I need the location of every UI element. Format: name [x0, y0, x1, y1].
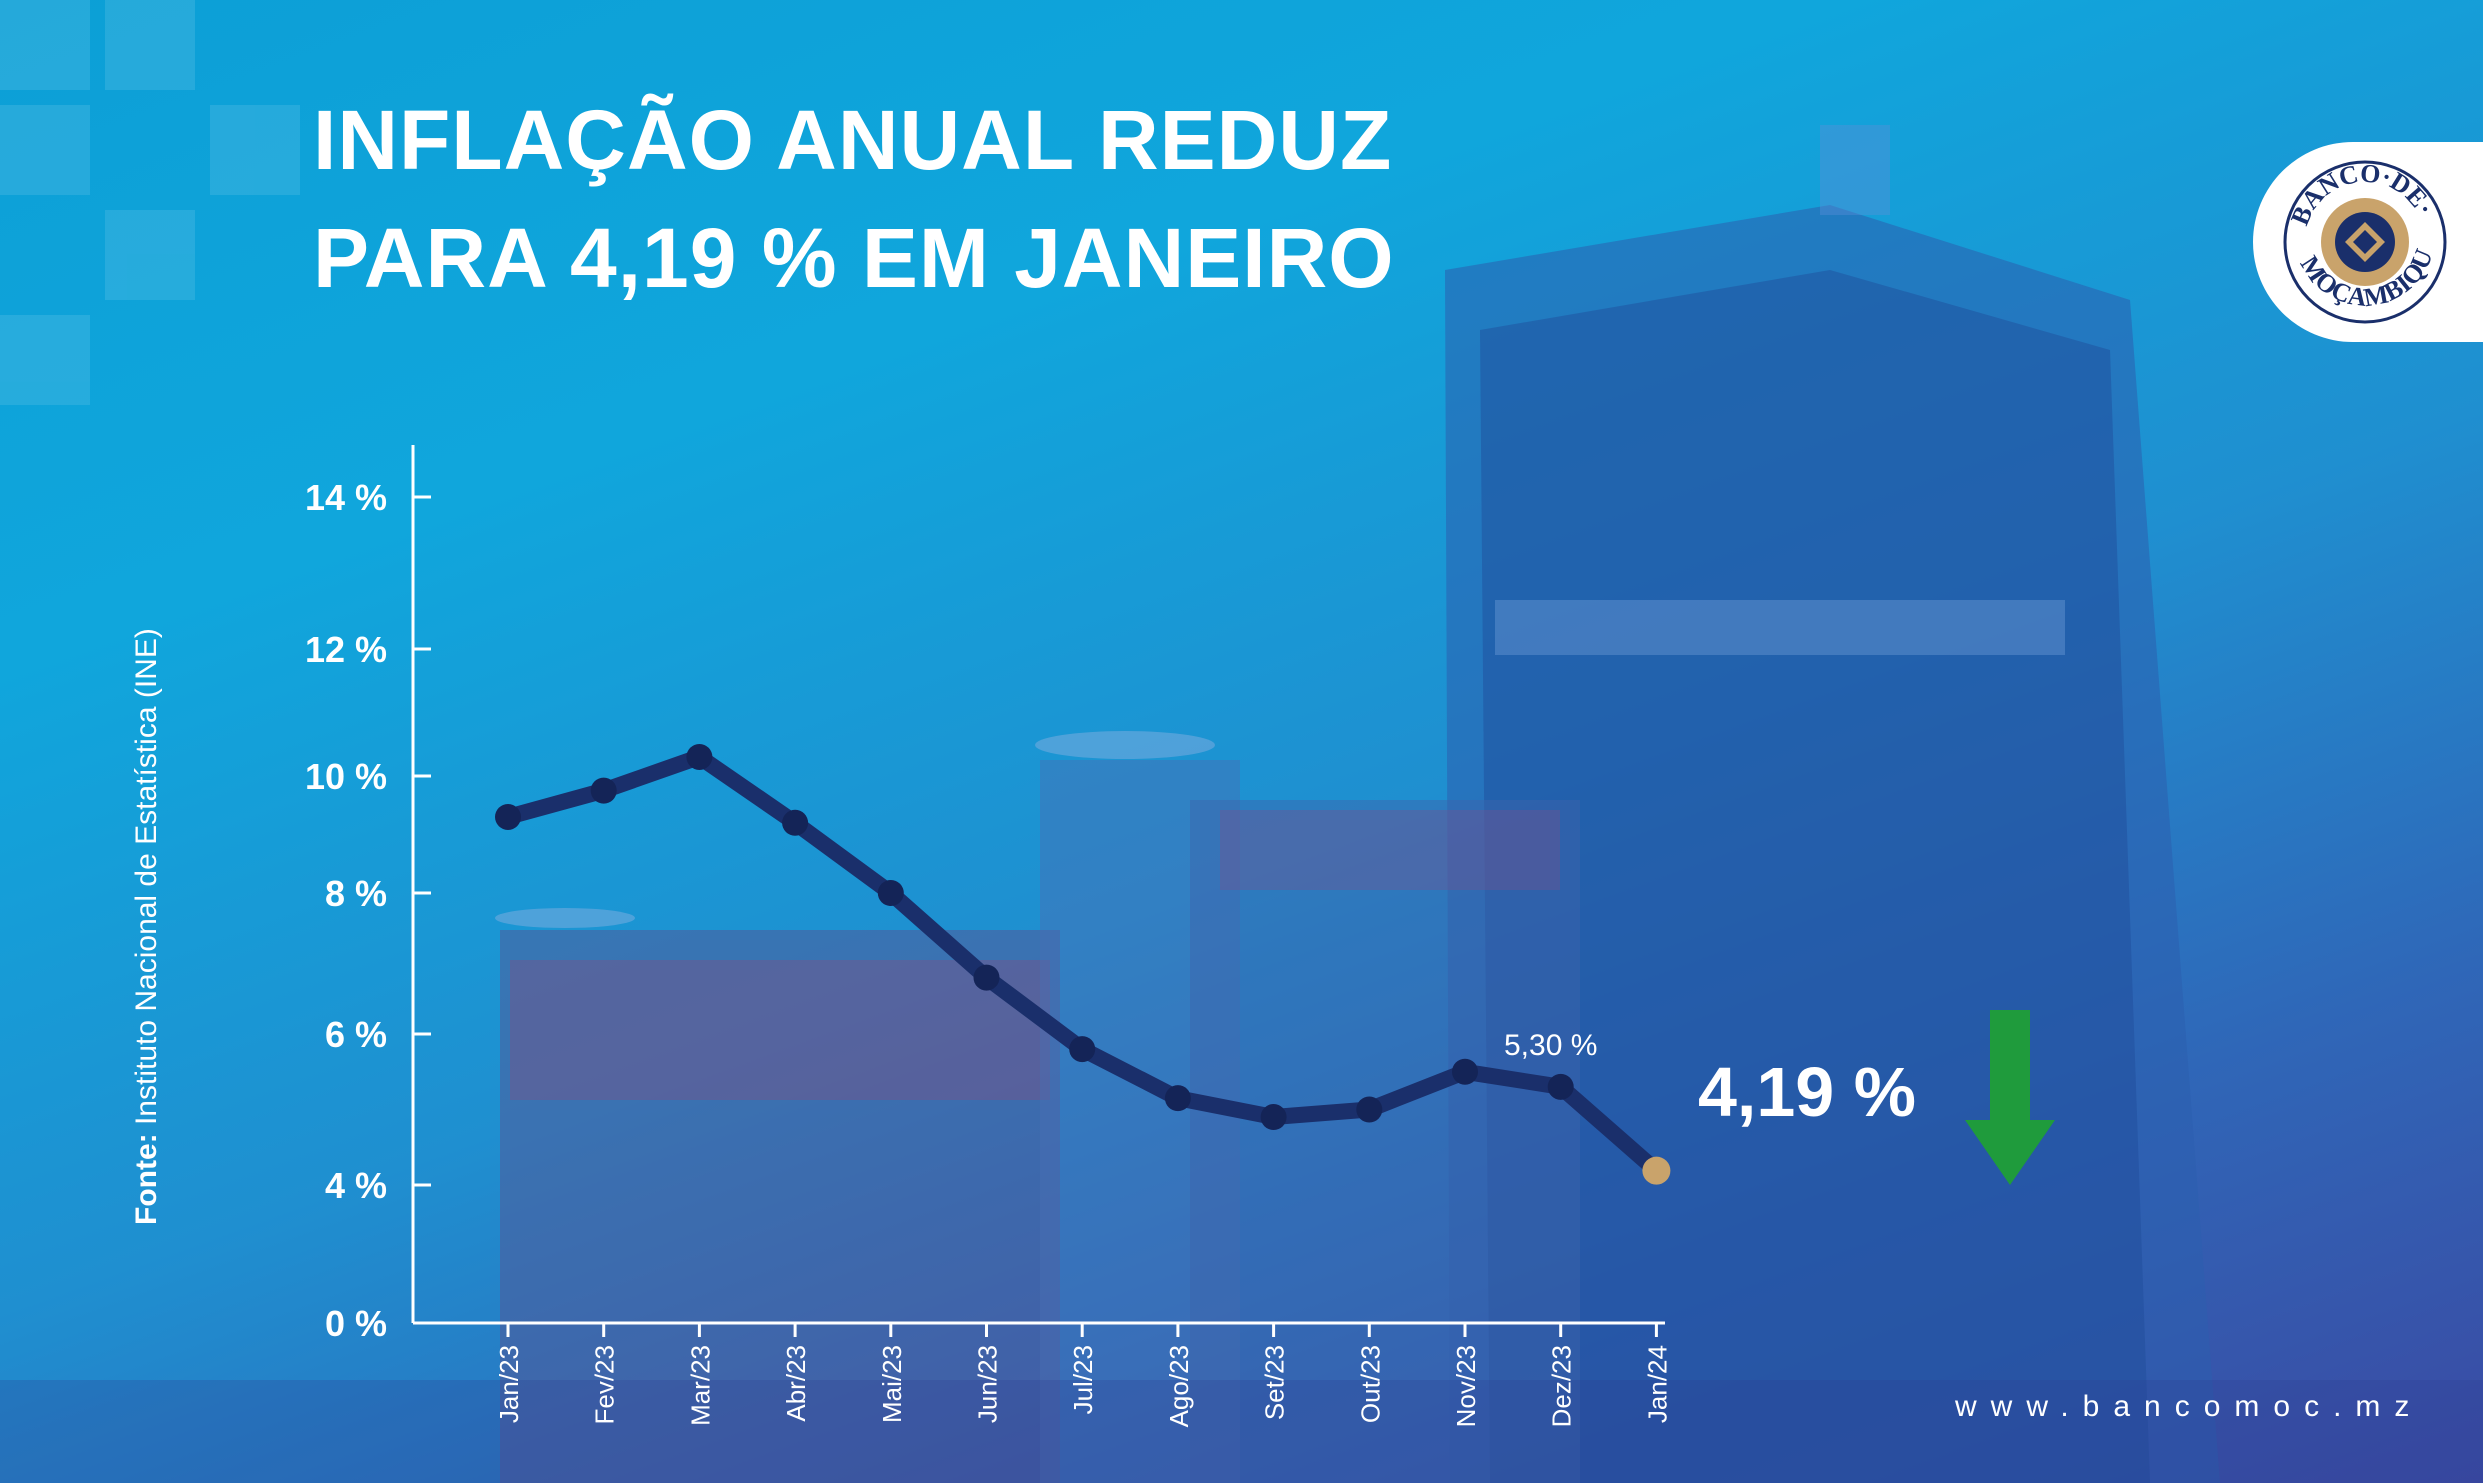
- data-point: [495, 803, 521, 830]
- source-value: Instituto Nacional de Estatística (INE): [130, 628, 163, 1134]
- x-tick-label: Jan/23: [494, 1345, 524, 1423]
- annotation-label: 5,30 %: [1504, 1029, 1597, 1062]
- y-tick-label: 10 %: [305, 756, 387, 797]
- y-tick-label: 6 %: [325, 1014, 387, 1055]
- data-point: [590, 777, 617, 804]
- x-tick-label: Jan/24: [1642, 1345, 1672, 1423]
- data-point-latest: [1642, 1156, 1671, 1185]
- x-tick-label: Jun/23: [973, 1345, 1003, 1423]
- x-tick-label: Mai/23: [877, 1345, 907, 1423]
- data-points: [495, 743, 1671, 1185]
- current-inflation-value: 4,19 %: [1698, 1053, 1916, 1131]
- banco-de-mocambique-logo: BANCO·DE· MOÇAMBIQUE: [2244, 119, 2483, 342]
- y-tick-label: 14 %: [305, 477, 387, 518]
- y-tick-label: 0 %: [325, 1303, 387, 1344]
- down-arrow-icon: [1965, 1010, 2055, 1185]
- x-tick-label: Set/23: [1260, 1345, 1290, 1420]
- x-tick-label: Dez/23: [1547, 1345, 1577, 1427]
- y-tick-label: 8 %: [325, 873, 387, 914]
- data-point: [1547, 1073, 1574, 1100]
- data-point: [1069, 1036, 1096, 1063]
- data-point: [1452, 1058, 1478, 1085]
- x-tick-label: Nov/23: [1451, 1345, 1481, 1427]
- x-tick-label: Out/23: [1355, 1345, 1385, 1423]
- x-tick-label: Ago/23: [1164, 1345, 1194, 1427]
- data-point: [782, 809, 809, 836]
- chart-axes: [411, 445, 1665, 1325]
- data-point: [1164, 1085, 1191, 1112]
- series-line: [500, 748, 1665, 1179]
- data-point: [1356, 1096, 1383, 1123]
- data-point: [877, 880, 904, 906]
- data-point: [973, 964, 1000, 991]
- y-axis-ticks: 0 % 4 % 6 % 8 % 10 % 12 % 14 %: [305, 477, 431, 1344]
- headline-line-1: INFLAÇÃO ANUAL REDUZ: [313, 93, 1393, 187]
- headline-line-2: PARA 4,19 % EM JANEIRO: [313, 211, 1395, 305]
- x-tick-label: Fev/23: [590, 1345, 620, 1425]
- y-tick-label: 12 %: [305, 629, 387, 670]
- y-tick-label: 4 %: [325, 1165, 387, 1206]
- website-url: www.bancomoc.mz: [1955, 1390, 2424, 1423]
- source-label: Fonte:: [130, 1133, 163, 1225]
- source-note: Fonte: Instituto Nacional de Estatística…: [130, 565, 174, 1225]
- x-tick-label: Jul/23: [1068, 1345, 1098, 1414]
- left-building: [495, 731, 1580, 1483]
- x-tick-label: Mar/23: [685, 1345, 715, 1426]
- annotations: 5,30 %: [1504, 1029, 1597, 1062]
- data-point: [686, 743, 713, 770]
- x-axis-ticks: Jan/23 Fev/23 Mar/23 Abr/23 Mai/23 Jun/23 Jul/…: [494, 1323, 1672, 1427]
- background-squares: [0, 0, 300, 405]
- data-point: [1260, 1104, 1287, 1131]
- x-tick-label: Abr/23: [781, 1345, 811, 1422]
